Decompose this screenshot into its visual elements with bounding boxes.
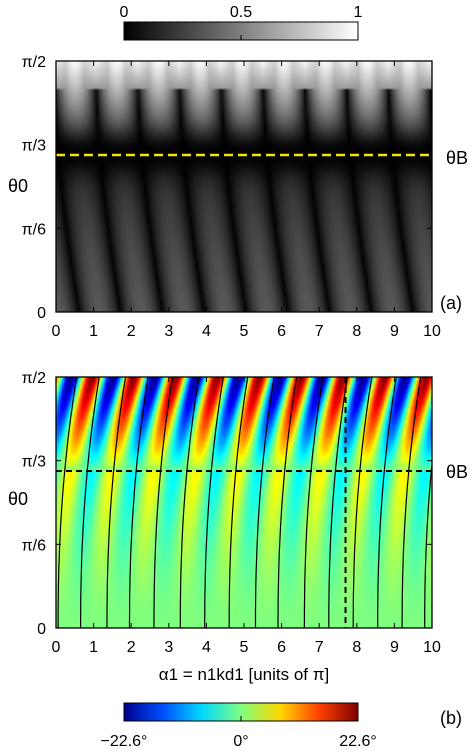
axis-b-x-tick-label: 3 xyxy=(164,639,173,656)
axis-a-y-tick-label: π/3 xyxy=(22,138,46,155)
colorbar-b-tick-label: 0° xyxy=(233,733,248,750)
colorbar-a-tick-label: 0 xyxy=(120,4,129,21)
axis-a-x-tick-label: 4 xyxy=(202,323,211,340)
axis-b-x-tick-label: 0 xyxy=(52,639,61,656)
brewster-label-b: θB xyxy=(446,462,468,482)
axis-b-x-tick-label: 6 xyxy=(277,639,286,656)
heatmap-b xyxy=(56,377,432,628)
ylabel-b: θ0 xyxy=(8,489,28,509)
axis-b-y-tick-label: π/3 xyxy=(22,454,46,471)
axis-a-x-tick-label: 2 xyxy=(127,323,136,340)
axis-a-x-tick-label: 6 xyxy=(277,323,286,340)
colorbar-b-tick-label: 22.6° xyxy=(339,733,377,750)
contour-line xyxy=(57,377,78,628)
panel-label-a: (a) xyxy=(440,293,462,313)
colorbar-a-tick-label: 0.5 xyxy=(230,4,252,21)
ylabel-a: θ0 xyxy=(8,176,28,196)
contour-line xyxy=(424,457,432,628)
axis-a-x-tick-label: 1 xyxy=(89,323,98,340)
axis-a-x-tick-label: 0 xyxy=(52,323,61,340)
axis-b-x-tick-label: 8 xyxy=(352,639,361,656)
axis-a-x-tick-label: 9 xyxy=(390,323,399,340)
xlabel-b: α1 = n1kd1 [units of π] xyxy=(159,665,329,684)
colorbar-b: −22.6° 0° 22.6° (b) xyxy=(101,702,462,750)
axis-b-x-tick-label: 4 xyxy=(202,639,211,656)
contour-line xyxy=(228,377,249,628)
axis-b-x-tick-label: 5 xyxy=(240,639,249,656)
panel-label-b: (b) xyxy=(440,708,462,728)
contour-line xyxy=(254,377,275,628)
axis-b-x-tick-label: 10 xyxy=(423,639,441,656)
colorbar-a-tick-label: 1 xyxy=(354,4,363,21)
axis-a-y-tick-label: 0 xyxy=(37,305,46,322)
axis-b-y-tick-label: 0 xyxy=(37,621,46,638)
contour-line xyxy=(377,377,397,628)
axis-b-x-tick-label: 2 xyxy=(127,639,136,656)
contour-line xyxy=(328,377,348,628)
axis-b-x-tick-label: 9 xyxy=(390,639,399,656)
contour-line xyxy=(352,377,373,628)
contour-line xyxy=(153,377,174,628)
contour-line xyxy=(80,377,100,628)
contour-line xyxy=(277,377,298,628)
panel-b: 0 1 2 3 4 5 6 7 8 9 10 0 π/6 π/3 π/2 θB θ0 α1 = n1kd1 … xyxy=(8,370,468,684)
contour-line xyxy=(179,377,200,628)
heatmap-a xyxy=(56,61,432,312)
axis-b-y-tick-label: π/6 xyxy=(22,537,46,554)
axis-a-y-tick-label: π/6 xyxy=(22,221,46,238)
axis-a-x-tick-label: 3 xyxy=(164,323,173,340)
contour-line xyxy=(128,377,149,628)
contour-line xyxy=(401,377,422,628)
axis-a-x-tick-label: 10 xyxy=(423,323,441,340)
axis-b-x-tick-label: 7 xyxy=(315,639,324,656)
contour-line xyxy=(204,377,224,628)
contour-line xyxy=(106,377,127,628)
axis-a-x-tick-label: 7 xyxy=(315,323,324,340)
axis-a-x-tick-label: 8 xyxy=(352,323,361,340)
panel-a: 0 1 2 3 4 5 6 7 8 9 10 0 π/6 π/3 π/2 θB θ0 (a) xyxy=(8,54,468,340)
contour-line xyxy=(303,377,324,628)
colorbar-a: 0 0.5 1 xyxy=(120,4,363,41)
colorbar-b-tick-label: −22.6° xyxy=(101,733,148,750)
axis-b-y-tick-label: π/2 xyxy=(22,370,46,387)
axis-a-x-tick-label: 5 xyxy=(240,323,249,340)
axis-a-y-tick-label: π/2 xyxy=(22,54,46,71)
brewster-label-a: θB xyxy=(446,148,468,168)
axis-b-x-tick-label: 1 xyxy=(89,639,98,656)
